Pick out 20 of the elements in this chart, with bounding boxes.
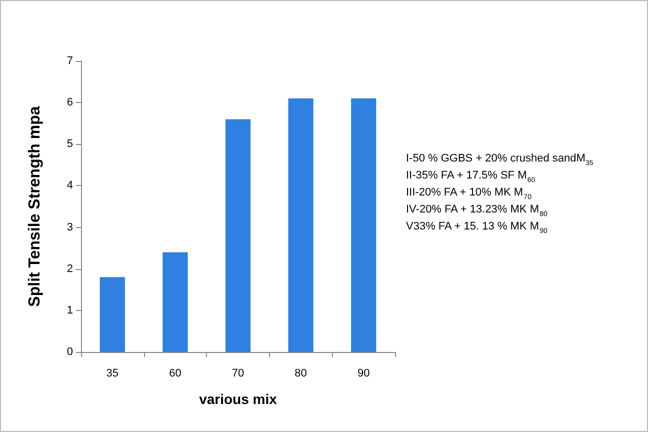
y-axis-title: Split Tensile Strength mpa [26, 106, 44, 307]
bar [100, 277, 125, 352]
y-tick-label: 5 [66, 138, 73, 150]
bar [288, 98, 314, 352]
y-tick-label: 0 [66, 346, 73, 358]
x-tick-label: 80 [294, 368, 307, 380]
y-tick-label: 7 [66, 55, 73, 67]
bar [162, 252, 188, 352]
bar [225, 119, 251, 352]
y-tick-label: 3 [66, 221, 73, 234]
bar [351, 98, 376, 352]
x-axis-title: various mix [199, 391, 278, 407]
y-tick-label: 4 [66, 180, 73, 192]
x-tick-label: 70 [232, 368, 244, 380]
y-tick-label: 1 [66, 304, 73, 316]
x-tick-label: 90 [357, 368, 370, 380]
x-tick-label: 60 [169, 368, 182, 380]
y-tick-label: 6 [66, 96, 73, 109]
y-tick-label: 2 [66, 262, 73, 275]
x-tick-label: 35 [106, 368, 119, 380]
